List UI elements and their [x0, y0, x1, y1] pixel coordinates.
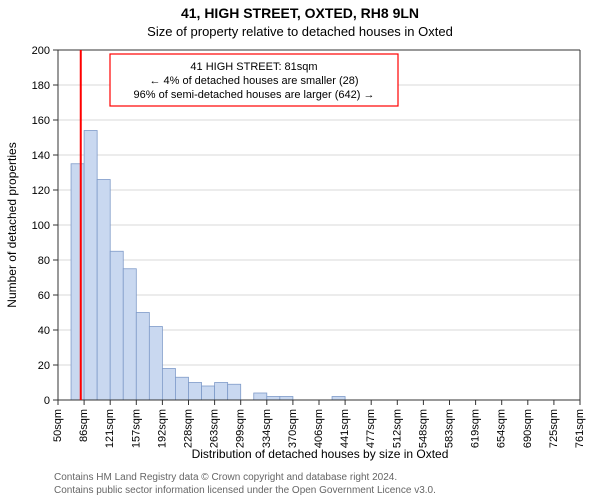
annotation-line: 41 HIGH STREET: 81sqm — [190, 61, 317, 73]
y-axis-label: Number of detached properties — [5, 142, 19, 307]
x-tick-label: 299sqm — [235, 409, 247, 448]
histogram-bar — [215, 383, 228, 401]
histogram-bar — [202, 386, 215, 400]
histogram-bar — [162, 369, 175, 401]
histogram-bar — [110, 251, 123, 400]
x-tick-label: 157sqm — [130, 409, 142, 448]
y-tick-label: 100 — [32, 220, 50, 232]
histogram-bar — [71, 164, 84, 400]
y-tick-label: 60 — [38, 290, 50, 302]
x-tick-label: 725sqm — [548, 409, 560, 448]
x-tick-label: 228sqm — [183, 409, 195, 448]
chart-title: 41, HIGH STREET, OXTED, RH8 9LN — [181, 5, 419, 21]
x-tick-label: 583sqm — [444, 409, 456, 448]
x-tick-label: 654sqm — [496, 409, 508, 448]
annotation-box: 41 HIGH STREET: 81sqm ← 4% of detached ho… — [110, 54, 398, 106]
x-tick-label: 86sqm — [78, 409, 90, 442]
histogram-bar — [149, 327, 162, 401]
histogram-bar — [123, 269, 136, 400]
histogram-bar — [228, 384, 241, 400]
y-tick-label: 160 — [32, 115, 50, 127]
histogram-bar — [84, 131, 97, 401]
y-tick-label: 80 — [38, 255, 50, 267]
x-tick-label: 477sqm — [365, 409, 377, 448]
x-tick-label: 370sqm — [287, 409, 299, 448]
histogram-bar — [97, 180, 110, 401]
footer-line-2: Contains public sector information licen… — [54, 485, 436, 496]
histogram-bar — [136, 313, 149, 401]
footer-line-1: Contains HM Land Registry data © Crown c… — [54, 472, 397, 483]
y-tick-label: 20 — [38, 360, 50, 372]
y-tick-label: 120 — [32, 185, 50, 197]
x-tick-label: 619sqm — [470, 409, 482, 448]
y-ticks: 0 20 40 60 80 100 120 140 160 180 200 — [32, 45, 58, 407]
y-tick-label: 180 — [32, 80, 50, 92]
x-tick-label: 192sqm — [156, 409, 168, 448]
chart-subtitle: Size of property relative to detached ho… — [147, 24, 453, 39]
x-tick-label: 50sqm — [52, 409, 64, 442]
y-tick-label: 200 — [32, 45, 50, 57]
histogram-bar — [189, 383, 202, 401]
histogram-bar — [332, 397, 345, 401]
x-tick-label: 406sqm — [313, 409, 325, 448]
x-tick-label: 512sqm — [391, 409, 403, 448]
x-tick-label: 121sqm — [104, 409, 116, 448]
histogram-bar — [280, 397, 293, 401]
histogram-bar — [175, 377, 188, 400]
histogram-bar — [254, 393, 267, 400]
x-ticks: 50sqm 86sqm 121sqm 157sqm 192sqm 228sqm 263sqm… — [52, 400, 586, 448]
x-tick-label: 690sqm — [522, 409, 534, 448]
x-tick-label: 263sqm — [209, 409, 221, 448]
y-tick-label: 40 — [38, 325, 50, 337]
y-tick-label: 140 — [32, 150, 50, 162]
annotation-line: 96% of semi-detached houses are larger (… — [134, 89, 375, 101]
annotation-line: ← 4% of detached houses are smaller (28) — [149, 75, 358, 87]
x-tick-label: 548sqm — [417, 409, 429, 448]
histogram-chart: 41, HIGH STREET, OXTED, RH8 9LN Size of … — [0, 0, 600, 500]
x-tick-label: 441sqm — [339, 409, 351, 448]
y-tick-label: 0 — [44, 395, 50, 407]
histogram-bar — [267, 397, 280, 401]
x-axis-label: Distribution of detached houses by size … — [192, 447, 449, 461]
x-tick-label: 761sqm — [574, 409, 586, 448]
x-tick-label: 334sqm — [261, 409, 273, 448]
